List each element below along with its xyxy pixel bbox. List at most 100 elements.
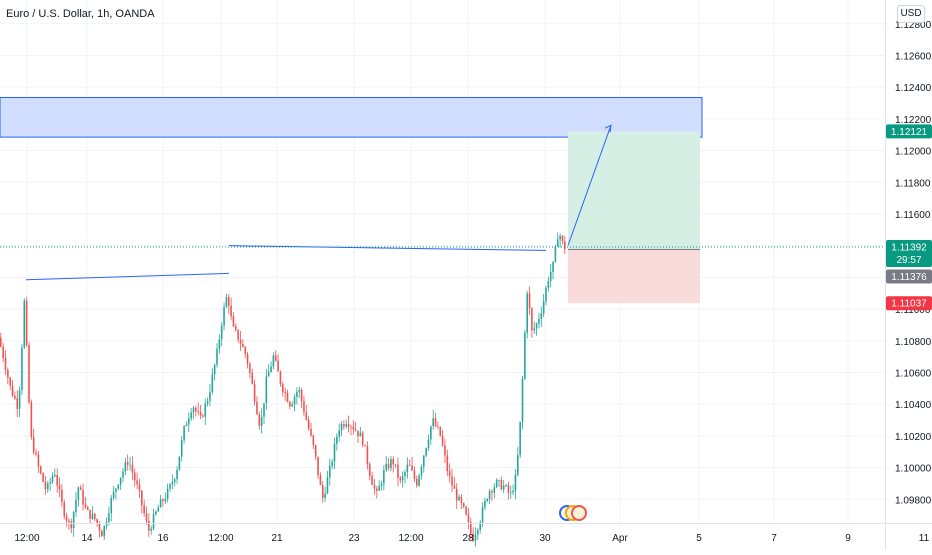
candle-down xyxy=(373,485,376,489)
profit-zone xyxy=(568,131,700,250)
candle-up xyxy=(176,469,178,480)
event-markers[interactable] xyxy=(559,505,587,521)
candle-down xyxy=(470,522,472,534)
candle-up xyxy=(554,246,557,262)
candles xyxy=(0,232,566,547)
candle-up xyxy=(293,396,296,405)
candle-up xyxy=(549,271,552,281)
candle-up xyxy=(124,462,127,472)
candle-up xyxy=(225,297,228,308)
candle-down xyxy=(39,466,42,473)
candle-up xyxy=(110,497,113,514)
candle-up xyxy=(380,483,383,486)
candle-down xyxy=(376,488,378,491)
candle-down xyxy=(371,475,373,486)
time-tick-label: 12:00 xyxy=(14,533,39,544)
candle-up xyxy=(298,389,301,392)
candle-up xyxy=(169,484,171,489)
stop-price-tag-bg xyxy=(886,296,932,311)
candle-up xyxy=(340,424,343,431)
time-tick-label: 11 xyxy=(919,533,930,544)
candle-up xyxy=(479,522,481,530)
candle-down xyxy=(256,401,258,415)
candle-down xyxy=(79,487,82,490)
candle-down xyxy=(352,426,355,430)
candle-down xyxy=(411,465,413,471)
currency-button[interactable]: USD xyxy=(897,5,925,23)
candle-down xyxy=(408,464,411,466)
candle-up xyxy=(166,488,169,499)
candle-up xyxy=(173,479,176,483)
candle-down xyxy=(465,506,467,515)
candle-down xyxy=(531,308,533,331)
candle-down xyxy=(202,415,204,417)
candle-down xyxy=(138,484,141,491)
candle-down xyxy=(16,398,19,409)
candle-down xyxy=(131,464,134,473)
candle-down xyxy=(321,484,324,499)
time-tick-label: 5 xyxy=(696,533,702,544)
candle-down xyxy=(101,530,103,537)
candle-up xyxy=(514,474,517,491)
candle-up xyxy=(54,475,56,477)
candle-up xyxy=(486,498,489,501)
candle-down xyxy=(305,412,308,420)
last-price-tag-bg xyxy=(886,239,932,267)
candle-up xyxy=(180,440,183,457)
candle-down xyxy=(230,305,232,317)
candle-down xyxy=(96,519,98,524)
price-tick-label: 1.10600 xyxy=(895,368,932,379)
candle-down xyxy=(312,435,315,446)
time-tick-label: 14 xyxy=(81,533,93,544)
candle-up xyxy=(512,490,514,493)
candle-up xyxy=(432,418,434,427)
candle-up xyxy=(477,529,479,535)
candle-up xyxy=(404,472,406,477)
candle-up xyxy=(481,507,484,523)
countdown-tag: 29:57 xyxy=(896,255,921,266)
candle-up xyxy=(329,465,331,478)
candle-up xyxy=(521,378,524,422)
candle-down xyxy=(11,385,14,396)
zones xyxy=(0,96,703,304)
price-tick-label: 1.09800 xyxy=(895,495,932,506)
time-axis[interactable]: 12:00 14 16 12:00 21 23 12:00 28 30 Apr 5 7 9 11 xyxy=(0,523,932,545)
candle-up xyxy=(270,366,272,373)
price-tick-label: 1.12000 xyxy=(895,147,932,158)
candle-up xyxy=(112,491,115,498)
candle-up xyxy=(115,488,117,492)
candle-up xyxy=(91,513,94,519)
candle-up xyxy=(324,493,326,499)
candle-down xyxy=(136,480,138,485)
candle-down xyxy=(279,371,282,385)
candle-down xyxy=(303,401,305,413)
candle-up xyxy=(505,485,507,486)
candle-up xyxy=(493,486,496,493)
candle-down xyxy=(148,520,150,531)
candle-down xyxy=(561,235,564,242)
candle-up xyxy=(378,485,380,491)
candle-up xyxy=(23,300,26,348)
candle-up xyxy=(122,471,124,478)
candle-up xyxy=(171,482,174,485)
candle-up xyxy=(213,364,216,375)
candle-down xyxy=(300,389,303,402)
candle-down xyxy=(68,520,70,522)
candle-up xyxy=(267,372,270,377)
candle-down xyxy=(455,488,458,501)
time-tick-label: Apr xyxy=(612,533,628,544)
candle-up xyxy=(430,426,432,440)
candle-down xyxy=(84,504,87,508)
candle-up xyxy=(556,239,559,247)
candle-down xyxy=(399,477,402,481)
candle-down xyxy=(564,241,566,250)
candle-up xyxy=(474,534,477,541)
candle-down xyxy=(244,346,246,355)
candle-down xyxy=(195,407,197,411)
loss-zone xyxy=(568,249,700,304)
candle-up xyxy=(209,392,211,401)
candle-down xyxy=(28,344,30,403)
candle-down xyxy=(82,489,84,505)
